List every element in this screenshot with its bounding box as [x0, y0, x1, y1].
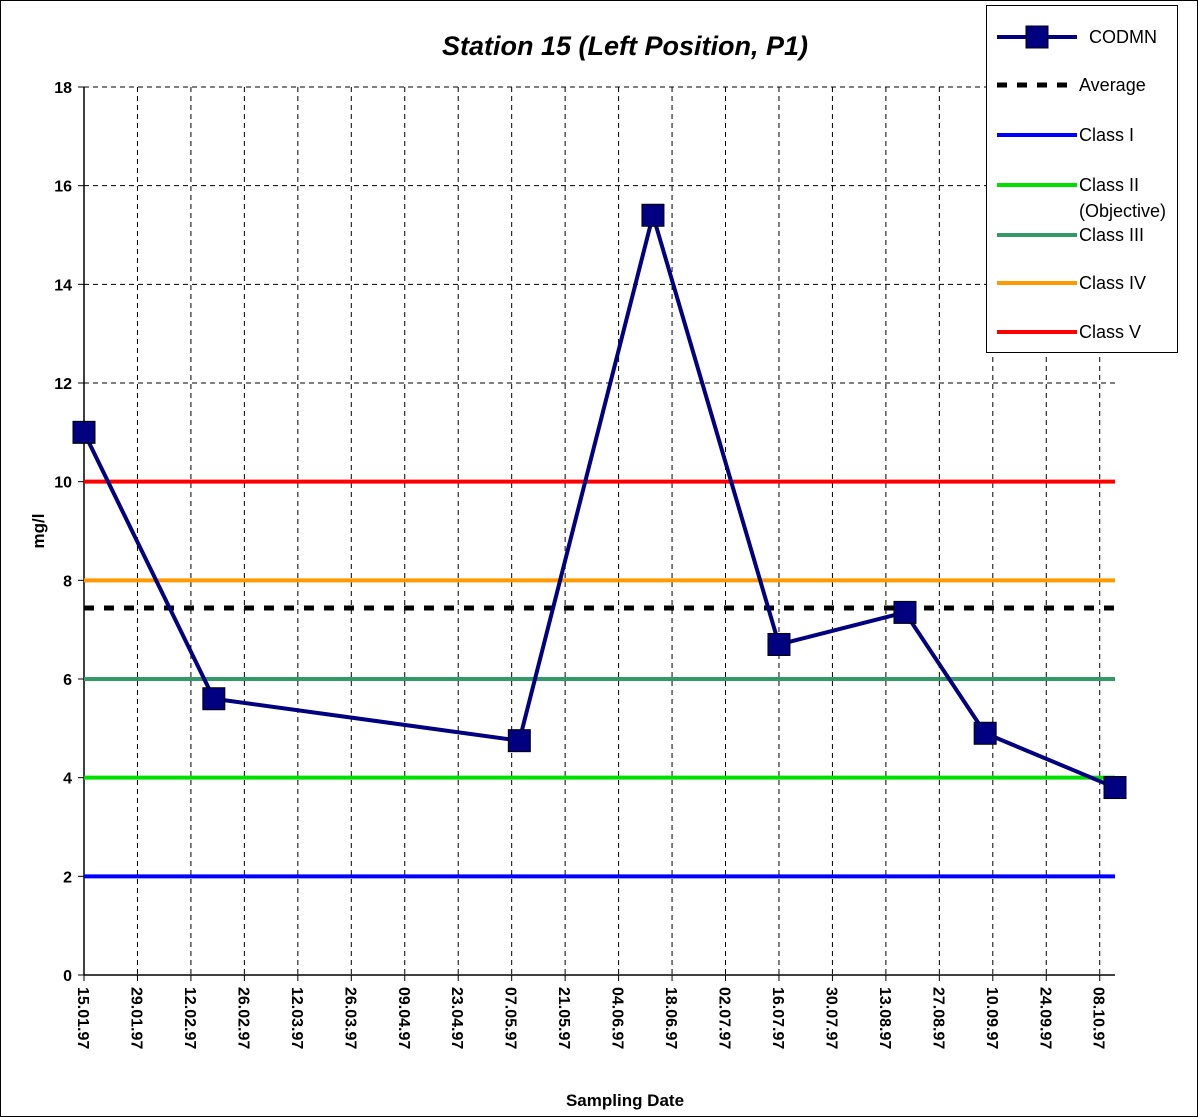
x-tick-label: 26.03.97	[341, 987, 358, 1049]
y-tick-label: 18	[54, 80, 72, 97]
y-tick-label: 6	[63, 672, 72, 689]
legend-marker	[1025, 25, 1049, 49]
series-line	[82, 207, 1116, 790]
legend-swatch	[997, 281, 1077, 285]
y-tick-label: 8	[63, 573, 72, 590]
y-tick-label: 16	[54, 179, 72, 196]
y-axis-title: mg/l	[29, 514, 48, 549]
data-marker	[202, 687, 226, 711]
x-tick-label: 10.09.97	[983, 987, 1000, 1049]
x-axis-title: Sampling Date	[566, 1091, 684, 1110]
data-marker	[507, 729, 531, 753]
x-tick-label: 02.07.97	[716, 987, 733, 1049]
x-tick-label: 08.10.97	[1090, 987, 1107, 1049]
x-tick-label: 12.02.97	[181, 987, 198, 1049]
data-marker	[641, 203, 665, 227]
data-marker	[893, 600, 917, 624]
legend-swatch	[997, 233, 1077, 237]
legend-label: CODMN	[1089, 27, 1157, 47]
y-tick-label: 4	[63, 771, 72, 788]
x-tick-label: 12.03.97	[288, 987, 305, 1049]
data-marker	[973, 721, 997, 745]
legend: CODMN Average Class I Class II (Objective) C…	[986, 5, 1178, 353]
x-tick-label: 09.04.97	[395, 987, 412, 1049]
y-tick-label: 0	[63, 968, 72, 985]
y-tick-label: 12	[54, 376, 72, 393]
x-tick-label: 27.08.97	[929, 987, 946, 1049]
x-tick-label: 16.07.97	[769, 987, 786, 1049]
x-tick-label: 24.09.97	[1036, 987, 1053, 1049]
legend-swatch	[997, 330, 1077, 334]
data-marker	[1103, 776, 1127, 800]
legend-label: Class I	[1079, 125, 1135, 145]
legend-label: Class II (Objective)	[1079, 175, 1167, 221]
x-tick-label: 30.07.97	[822, 987, 839, 1049]
legend-swatch	[997, 82, 1077, 88]
x-tick-label: 13.08.97	[876, 987, 893, 1049]
x-tick-label: 21.05.97	[555, 987, 572, 1049]
legend-label: Class IV	[1079, 273, 1147, 293]
x-tick-label: 26.02.97	[234, 987, 251, 1049]
x-tick-label: 18.06.97	[662, 987, 679, 1049]
legend-swatch	[997, 133, 1077, 137]
x-tick-label: 15.01.97	[74, 987, 91, 1049]
x-tick-label: 23.04.97	[448, 987, 465, 1049]
legend-label: Average	[1079, 75, 1146, 95]
x-tick-label: 04.06.97	[609, 987, 626, 1049]
y-tick-label: 10	[54, 475, 72, 492]
y-tick-label: 14	[54, 277, 72, 294]
y-tick-label: 2	[63, 869, 72, 886]
x-tick-label: 07.05.97	[502, 987, 519, 1049]
x-tick-label: 29.01.97	[127, 987, 144, 1049]
legend-swatch	[997, 25, 1077, 49]
chart-title: Station 15 (Left Position, P1)	[442, 31, 808, 61]
legend-label: Class V	[1079, 322, 1142, 342]
legend-swatch	[997, 183, 1077, 187]
data-marker	[767, 632, 791, 656]
legend-label: Class III	[1079, 225, 1145, 245]
data-marker	[72, 420, 96, 444]
